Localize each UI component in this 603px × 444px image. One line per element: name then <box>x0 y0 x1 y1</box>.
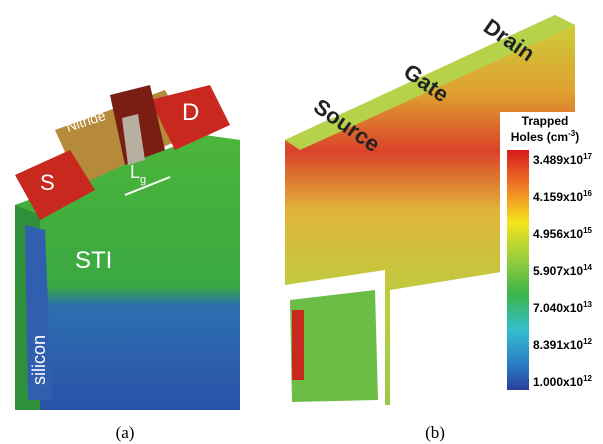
colorbar-title: Trapped <box>522 114 569 128</box>
colorbar-title: Holes (cm <box>511 130 568 144</box>
colorbar <box>507 150 529 390</box>
label: g <box>140 174 146 186</box>
tick-label: 7.040x10 <box>533 301 583 315</box>
label: silicon <box>29 335 49 385</box>
tick-exponent: 14 <box>583 263 592 272</box>
tick-label: 1.000x10 <box>533 375 583 389</box>
label: L <box>130 162 140 182</box>
tick-label: 4.159x10 <box>533 190 583 204</box>
tick-label: 3.489x10 <box>533 153 583 167</box>
colorbar-title: ) <box>575 130 579 144</box>
tick-exponent: 13 <box>583 300 592 309</box>
caption: (b) <box>425 423 445 442</box>
tick-exponent: 16 <box>583 189 592 198</box>
panel-a: Nitride S D Lg STI silicon (a) <box>15 85 240 442</box>
figure: Nitride S D Lg STI silicon (a) Source Ga… <box>0 0 603 444</box>
tick-label: 5.907x10 <box>533 264 583 278</box>
panel-b: Source Gate Drain Trapped Holes (cm-3) 3… <box>285 14 598 442</box>
tick-exponent: 15 <box>583 226 592 235</box>
tick-label: 4.956x10 <box>533 227 583 241</box>
label: S <box>40 170 55 195</box>
caption: (a) <box>116 423 135 442</box>
tick-exponent: 17 <box>583 152 592 161</box>
inset-hot <box>292 310 304 380</box>
tick-exponent: 12 <box>583 374 592 383</box>
label: D <box>182 99 199 126</box>
label: STI <box>75 247 112 274</box>
tick-label: 8.391x10 <box>533 338 583 352</box>
tick-exponent: 12 <box>583 337 592 346</box>
